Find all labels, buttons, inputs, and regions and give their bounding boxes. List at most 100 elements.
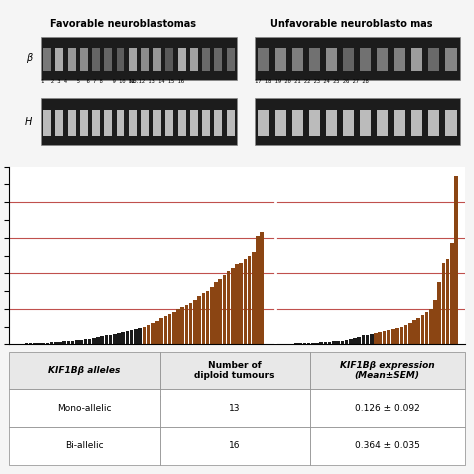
Text: 13: 13 bbox=[229, 403, 240, 412]
Bar bbox=[412, 320, 416, 344]
Text: 17 18 19 20 21 22 23 24 25 26 27 28: 17 18 19 20 21 22 23 24 25 26 27 28 bbox=[255, 79, 369, 84]
Bar bbox=[96, 337, 100, 344]
Bar bbox=[258, 110, 269, 136]
Bar bbox=[79, 340, 83, 344]
Bar bbox=[446, 259, 449, 344]
Bar bbox=[141, 48, 149, 71]
Bar bbox=[311, 343, 315, 344]
Bar bbox=[147, 325, 150, 344]
Bar bbox=[360, 48, 371, 71]
Bar bbox=[67, 341, 70, 344]
Bar bbox=[332, 341, 336, 344]
FancyBboxPatch shape bbox=[160, 352, 310, 389]
Bar bbox=[326, 110, 337, 136]
Bar bbox=[275, 48, 286, 71]
Bar bbox=[176, 309, 180, 344]
Bar bbox=[214, 110, 222, 136]
Bar bbox=[178, 110, 186, 136]
Bar bbox=[408, 323, 411, 344]
Bar bbox=[411, 48, 422, 71]
Bar bbox=[231, 268, 235, 344]
Bar bbox=[252, 252, 255, 344]
Bar bbox=[428, 48, 439, 71]
Bar bbox=[227, 110, 235, 136]
Bar bbox=[256, 236, 260, 344]
FancyBboxPatch shape bbox=[9, 389, 160, 427]
Bar bbox=[29, 343, 32, 344]
Bar bbox=[153, 110, 161, 136]
Bar bbox=[411, 110, 422, 136]
Bar bbox=[248, 255, 251, 344]
Bar bbox=[244, 259, 247, 344]
Bar bbox=[155, 321, 159, 344]
Text: Neuroblastomas
(Stages 1,2 and 4s)
n=60: Neuroblastomas (Stages 1,2 and 4s) n=60 bbox=[92, 394, 184, 424]
Bar bbox=[68, 110, 75, 136]
Bar bbox=[105, 336, 108, 344]
Bar bbox=[129, 110, 137, 136]
Bar bbox=[377, 110, 388, 136]
Bar bbox=[343, 110, 354, 136]
Bar bbox=[374, 333, 378, 344]
Bar bbox=[54, 342, 58, 344]
Bar bbox=[80, 48, 88, 71]
Bar bbox=[159, 318, 163, 344]
Bar bbox=[429, 309, 433, 344]
Text: 16: 16 bbox=[229, 441, 240, 450]
Bar bbox=[302, 343, 306, 344]
Bar bbox=[138, 328, 142, 344]
Bar bbox=[404, 325, 407, 344]
FancyBboxPatch shape bbox=[310, 352, 465, 389]
FancyBboxPatch shape bbox=[310, 389, 465, 427]
Text: 1  2 3 4   5  6 7 8   9 10 11 12 13 14 15 16: 1 2 3 4 5 6 7 8 9 10 11 12 13 14 15 16 bbox=[41, 79, 184, 84]
Bar bbox=[121, 332, 125, 344]
Bar bbox=[343, 48, 354, 71]
Bar bbox=[340, 341, 344, 344]
Text: 0.126 ± 0.092: 0.126 ± 0.092 bbox=[355, 403, 419, 412]
Bar bbox=[55, 110, 64, 136]
Bar bbox=[324, 342, 327, 344]
Bar bbox=[71, 341, 74, 344]
Bar bbox=[315, 343, 319, 344]
Bar bbox=[189, 303, 192, 344]
FancyBboxPatch shape bbox=[9, 427, 160, 465]
Bar bbox=[68, 48, 75, 71]
Bar bbox=[446, 110, 456, 136]
Bar bbox=[165, 110, 173, 136]
Bar bbox=[143, 327, 146, 344]
Bar bbox=[292, 48, 303, 71]
Bar bbox=[345, 340, 348, 344]
Bar bbox=[255, 99, 460, 145]
Bar bbox=[394, 110, 405, 136]
Bar bbox=[37, 343, 41, 344]
Bar bbox=[181, 307, 184, 344]
Bar bbox=[92, 110, 100, 136]
Bar bbox=[275, 110, 286, 136]
Bar bbox=[113, 334, 117, 344]
Bar bbox=[433, 300, 437, 344]
Text: KIF1Bβ expression
(Mean±SEM): KIF1Bβ expression (Mean±SEM) bbox=[340, 361, 435, 380]
Bar bbox=[261, 232, 264, 344]
Bar bbox=[299, 343, 302, 344]
Text: Bi-allelic: Bi-allelic bbox=[65, 441, 104, 450]
Bar bbox=[446, 48, 456, 71]
Bar bbox=[357, 337, 361, 344]
Bar bbox=[104, 110, 112, 136]
Bar bbox=[46, 343, 49, 344]
Bar bbox=[400, 327, 403, 344]
Bar bbox=[370, 334, 374, 344]
Text: H: H bbox=[25, 117, 32, 127]
Bar bbox=[391, 329, 395, 344]
Bar bbox=[206, 291, 210, 344]
Text: Unfavorable neuroblasto mas: Unfavorable neuroblasto mas bbox=[270, 18, 432, 28]
FancyBboxPatch shape bbox=[9, 352, 160, 389]
Bar bbox=[178, 48, 186, 71]
Bar bbox=[337, 341, 340, 344]
Bar bbox=[227, 48, 235, 71]
Bar bbox=[214, 48, 222, 71]
Bar bbox=[100, 336, 104, 344]
Bar bbox=[309, 110, 320, 136]
Bar bbox=[58, 342, 62, 344]
Bar bbox=[141, 110, 149, 136]
Bar bbox=[185, 305, 188, 344]
Bar bbox=[41, 99, 237, 145]
